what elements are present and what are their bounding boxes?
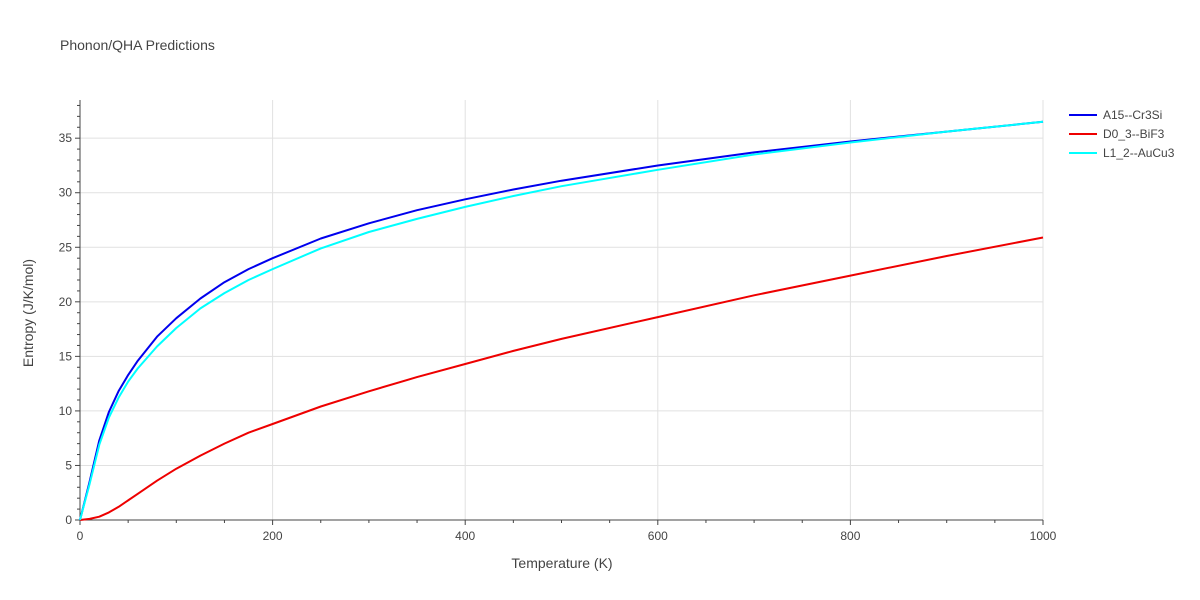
x-tick-label: 200 (263, 529, 283, 543)
legend-label: L1_2--AuCu3 (1103, 146, 1175, 160)
x-tick-label: 400 (455, 529, 475, 543)
y-axis-title: Entropy (J/K/mol) (20, 259, 36, 367)
legend-label: A15--Cr3Si (1103, 108, 1162, 122)
y-tick-label: 15 (59, 349, 73, 363)
grid (80, 100, 1044, 520)
x-tick-label: 0 (77, 529, 84, 543)
y-tick-label: 0 (65, 513, 72, 527)
series-line-3 (79, 120, 1044, 521)
tick-labels: 0 200 400 600 800 1000 0 5 10 15 20 25 30 35 (59, 131, 1057, 543)
y-tick-label: 35 (59, 131, 73, 145)
plot-area (79, 120, 1044, 521)
y-tick-label: 25 (59, 240, 73, 254)
chart-title: Phonon/QHA Predictions (60, 37, 215, 53)
y-tick-label: 5 (65, 458, 72, 472)
y-tick-label: 20 (59, 295, 73, 309)
x-tick-label: 1000 (1030, 529, 1057, 543)
y-tick-label: 10 (59, 404, 73, 418)
series-line-1 (79, 120, 1044, 521)
axes (75, 100, 1044, 525)
x-tick-label: 800 (840, 529, 860, 543)
series-line-2 (79, 236, 1044, 521)
x-axis-title: Temperature (K) (511, 555, 612, 571)
legend: A15--Cr3Si D0_3--BiF3 L1_2--AuCu3 (1069, 108, 1175, 160)
x-tick-label: 600 (648, 529, 668, 543)
legend-label: D0_3--BiF3 (1103, 127, 1165, 141)
y-tick-label: 30 (59, 186, 73, 200)
